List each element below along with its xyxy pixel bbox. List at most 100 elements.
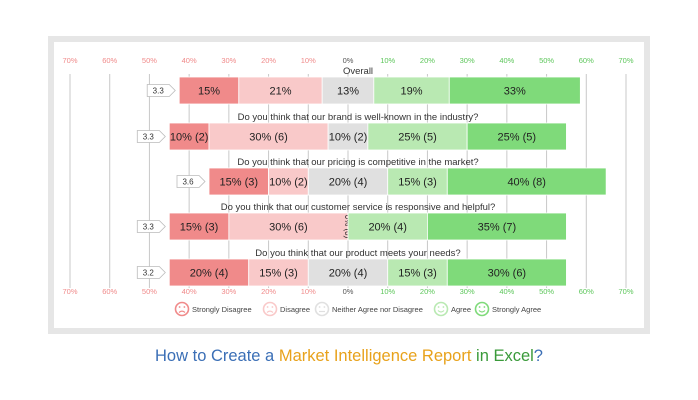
category-label: Do you think that our product meets your… <box>255 248 460 259</box>
legend-face-icon <box>262 301 278 317</box>
legend-face-eye <box>178 306 181 308</box>
data-label: 30% (6) <box>249 132 288 144</box>
legend-face-eye <box>323 306 326 308</box>
legend-label: Disagree <box>280 305 310 314</box>
bar-segment <box>373 76 450 105</box>
data-label: 19% <box>401 86 423 98</box>
bar-segment <box>466 122 567 151</box>
axis-tick-label-top: 20% <box>261 56 276 65</box>
bar-segment <box>387 258 448 287</box>
score-label: 3.3 <box>143 133 155 142</box>
axis-tick-label-bottom: 70% <box>62 287 77 296</box>
caption-title: How to Create a Market Intelligence Repo… <box>0 347 698 366</box>
legend-face-mouth <box>437 310 445 313</box>
axis-tick-label-bottom: 10% <box>380 287 395 296</box>
data-label: 15% (3) <box>398 177 437 189</box>
data-label: 15% (3) <box>220 177 259 189</box>
caption-part-3: in Excel <box>471 347 534 365</box>
data-label: 30% (6) <box>488 268 527 280</box>
bar-segment <box>321 76 375 105</box>
bar-segment <box>268 167 309 196</box>
legend-face-mouth <box>266 310 274 313</box>
data-label: 13% <box>337 86 359 98</box>
axis-tick-label-bottom: 60% <box>102 287 117 296</box>
axis-tick-label-bottom: 70% <box>618 287 633 296</box>
legend-label: Neither Agree nor Disagree <box>332 305 423 314</box>
axis-tick-label-bottom: 0% <box>343 287 354 296</box>
axis-tick-label-top: 60% <box>579 56 594 65</box>
data-label: 20% (4) <box>190 268 229 280</box>
legend-face-icon <box>433 301 449 317</box>
bar-segment <box>367 122 468 151</box>
bar-segment <box>168 212 230 241</box>
bar-segment <box>387 167 448 196</box>
data-label: 30% (6) <box>269 222 308 234</box>
data-label: 25% (5) <box>398 132 437 144</box>
score-callout <box>176 175 206 188</box>
data-label: 40% (8) <box>507 177 546 189</box>
bar-segment <box>448 76 581 105</box>
axis-tick-label-bottom: 10% <box>301 287 316 296</box>
bar-segment <box>446 167 607 196</box>
axis-tick-label-bottom: 30% <box>221 287 236 296</box>
data-label: 15% (3) <box>398 268 437 280</box>
caption-part-1: How to Create a <box>155 347 279 365</box>
data-label: 20% (4) <box>368 222 407 234</box>
legend-label: Strongly Disagree <box>192 305 252 314</box>
legend-face-eye <box>483 306 486 308</box>
axis-tick-label-bottom: 40% <box>182 287 197 296</box>
legend-face-mouth <box>178 310 186 313</box>
axis-tick-label-top: 40% <box>499 56 514 65</box>
legend-face-eye <box>266 306 269 308</box>
bar-segment <box>208 122 329 151</box>
axis-tick-label-bottom: 50% <box>539 287 554 296</box>
score-label: 3.6 <box>182 178 194 187</box>
data-label: 10% (2) <box>329 132 368 144</box>
bar-segment <box>307 258 389 287</box>
data-label: 0% (0) <box>343 215 352 239</box>
bar-segment <box>178 76 240 105</box>
bar-segment <box>168 258 250 287</box>
score-callout <box>136 266 166 279</box>
axis-tick-label-top: 60% <box>102 56 117 65</box>
axis-tick-label-top: 30% <box>460 56 475 65</box>
bar-segment <box>427 212 567 241</box>
legend-item: Neither Agree nor Disagree <box>314 301 423 317</box>
score-label: 3.3 <box>143 223 155 232</box>
bar-segment <box>168 122 210 151</box>
legend-face-icon <box>174 301 190 317</box>
axis-tick-label-bottom: 20% <box>420 287 435 296</box>
axis-tick-label-top: 10% <box>380 56 395 65</box>
legend-label: Agree <box>451 305 471 314</box>
data-label: 15% (3) <box>180 222 219 234</box>
axis-tick-label-bottom: 20% <box>261 287 276 296</box>
bar-segment <box>238 76 323 105</box>
caption-part-4: ? <box>533 347 543 365</box>
data-label: 10% (2) <box>269 177 308 189</box>
data-label: 10% (2) <box>170 132 209 144</box>
data-label: 20% (4) <box>329 268 368 280</box>
category-label: Do you think that our brand is well-know… <box>238 112 479 123</box>
legend-face-icon <box>474 301 490 317</box>
legend-face-eye <box>271 306 274 308</box>
bar-segment <box>446 258 567 287</box>
legend-face-mouth <box>478 310 486 313</box>
score-callout <box>136 220 166 233</box>
category-label: Do you think that our customer service i… <box>221 202 496 213</box>
legend-face-eye <box>318 306 321 308</box>
data-label: 25% (5) <box>498 132 537 144</box>
axis-tick-label-top: 70% <box>618 56 633 65</box>
category-label: Do you think that our pricing is competi… <box>237 157 478 168</box>
data-label: 35% (7) <box>478 222 517 234</box>
category-label: Overall <box>343 66 373 77</box>
data-label: 20% (4) <box>329 177 368 189</box>
score-label: 3.3 <box>153 87 165 96</box>
legend-item: Strongly Disagree <box>174 301 252 317</box>
data-label: 15% <box>198 86 220 98</box>
axis-tick-label-top: 40% <box>182 56 197 65</box>
axis-tick-label-top: 0% <box>343 56 354 65</box>
data-label: 21% <box>269 86 291 98</box>
bar-segment <box>307 167 389 196</box>
score-callout <box>136 130 166 143</box>
